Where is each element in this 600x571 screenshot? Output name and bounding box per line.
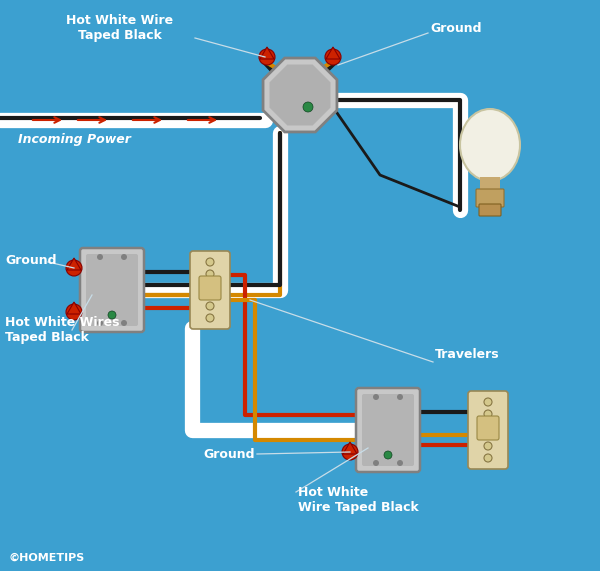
Circle shape — [397, 460, 403, 466]
Polygon shape — [260, 47, 274, 59]
Text: Hot White Wires
Taped Black: Hot White Wires Taped Black — [5, 316, 119, 344]
Circle shape — [342, 444, 358, 460]
FancyBboxPatch shape — [190, 251, 230, 329]
Circle shape — [66, 260, 82, 276]
Circle shape — [484, 410, 492, 418]
FancyBboxPatch shape — [362, 394, 414, 466]
Circle shape — [373, 394, 379, 400]
Text: ©HOMETIPS: ©HOMETIPS — [8, 553, 84, 563]
Circle shape — [484, 398, 492, 406]
Circle shape — [325, 49, 341, 65]
Circle shape — [121, 254, 127, 260]
Polygon shape — [326, 47, 340, 59]
Circle shape — [206, 270, 214, 278]
Text: Incoming Power: Incoming Power — [18, 134, 131, 147]
FancyBboxPatch shape — [199, 276, 221, 300]
Circle shape — [397, 394, 403, 400]
Text: Hot White Wire
Taped Black: Hot White Wire Taped Black — [67, 14, 173, 42]
Circle shape — [373, 460, 379, 466]
Circle shape — [206, 258, 214, 266]
Text: Ground: Ground — [5, 254, 56, 267]
FancyBboxPatch shape — [476, 189, 504, 207]
Circle shape — [97, 320, 103, 326]
Circle shape — [206, 302, 214, 310]
FancyBboxPatch shape — [477, 416, 499, 440]
Circle shape — [206, 314, 214, 322]
Circle shape — [484, 454, 492, 462]
Polygon shape — [343, 442, 357, 454]
Circle shape — [303, 102, 313, 112]
Text: Ground: Ground — [430, 22, 482, 34]
Circle shape — [384, 451, 392, 459]
FancyBboxPatch shape — [86, 254, 138, 326]
Bar — [480, 177, 500, 191]
FancyBboxPatch shape — [479, 204, 501, 216]
Circle shape — [121, 320, 127, 326]
Polygon shape — [263, 58, 337, 132]
Ellipse shape — [460, 109, 520, 181]
FancyBboxPatch shape — [468, 391, 508, 469]
FancyBboxPatch shape — [80, 248, 144, 332]
Circle shape — [108, 311, 116, 319]
Polygon shape — [67, 302, 81, 314]
Text: Ground: Ground — [203, 448, 255, 461]
Circle shape — [97, 254, 103, 260]
Polygon shape — [269, 65, 331, 126]
Text: Hot White
Wire Taped Black: Hot White Wire Taped Black — [298, 486, 419, 514]
Circle shape — [484, 442, 492, 450]
Polygon shape — [67, 258, 81, 270]
FancyBboxPatch shape — [356, 388, 420, 472]
Text: Travelers: Travelers — [435, 348, 500, 361]
Circle shape — [66, 304, 82, 320]
Circle shape — [259, 49, 275, 65]
